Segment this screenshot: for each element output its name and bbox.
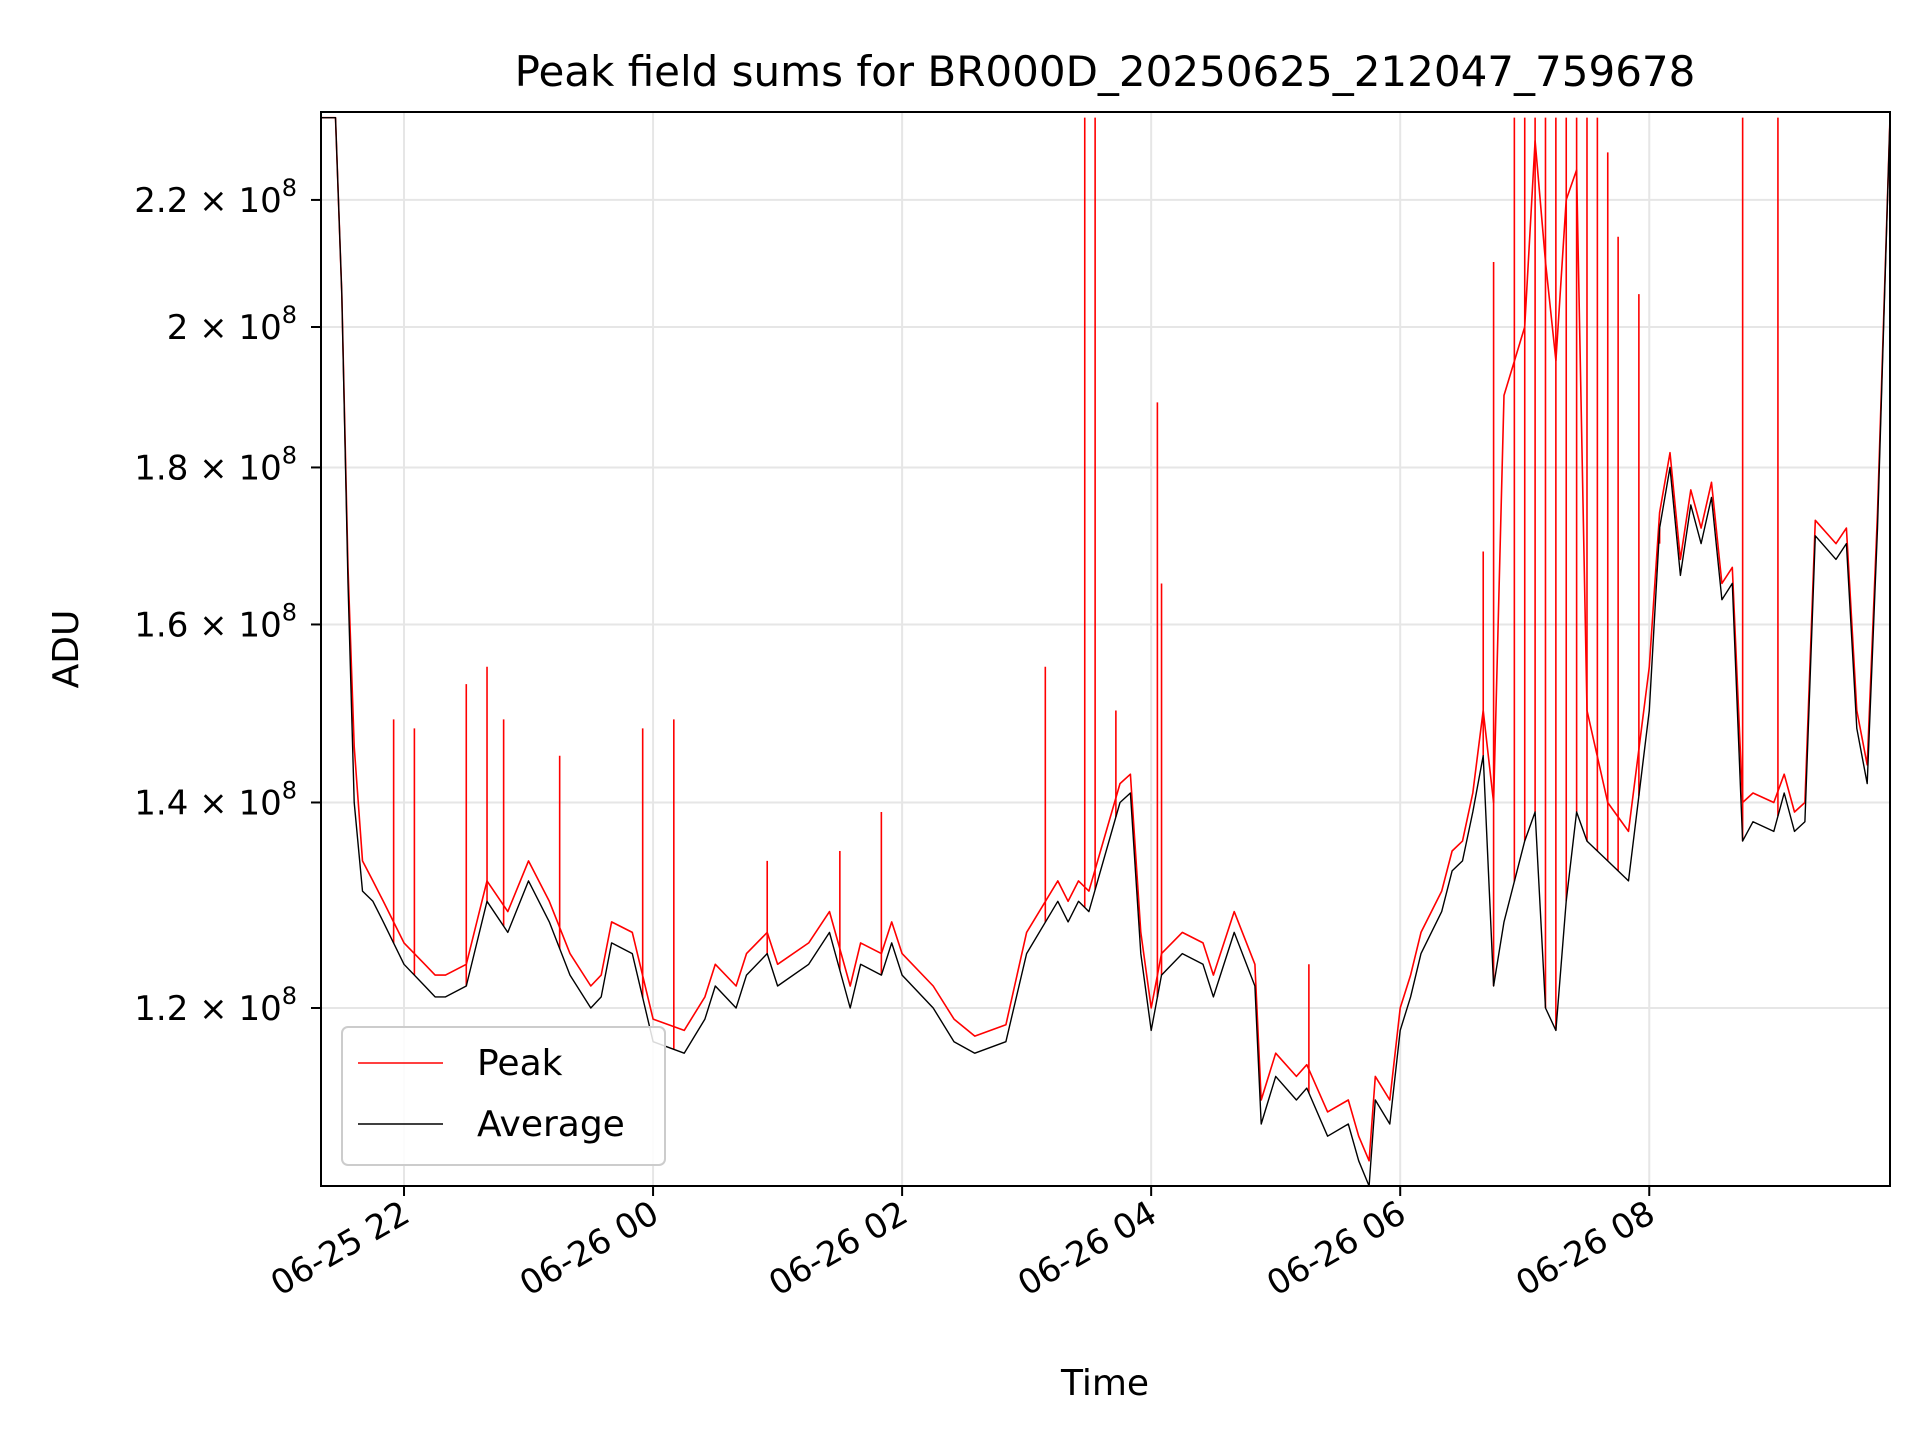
y-tick-exponent: 8 xyxy=(282,982,297,1010)
series-line-peak xyxy=(321,116,1890,1162)
legend-box xyxy=(341,1026,666,1166)
series-layer xyxy=(321,116,1890,1186)
y-tick-mantissa: 1.6 × 10 xyxy=(134,605,281,645)
legend-label-average: Average xyxy=(477,1104,625,1145)
y-tick-exponent: 8 xyxy=(282,776,297,804)
legend: Peak Average xyxy=(341,1026,666,1166)
y-tick-label: 1.2 × 108 xyxy=(134,982,297,1029)
series-line-average xyxy=(321,116,1890,1186)
y-tick-mantissa: 1.8 × 10 xyxy=(134,448,281,488)
chart-title: Peak field sums for BR000D_20250625_2120… xyxy=(515,47,1696,96)
y-tick-mantissa: 2 × 10 xyxy=(167,308,282,348)
legend-label-peak: Peak xyxy=(477,1043,563,1084)
y-tick-label: 1.6 × 108 xyxy=(134,598,297,645)
y-tick-exponent: 8 xyxy=(282,301,297,329)
y-tick-exponent: 8 xyxy=(282,598,297,626)
y-tick-label: 2 × 108 xyxy=(167,301,297,348)
y-tick-label: 1.4 × 108 xyxy=(134,776,297,823)
x-axis-label: Time xyxy=(1060,1363,1149,1404)
y-tick-label: 2.2 × 108 xyxy=(134,174,297,221)
y-tick-mantissa: 2.2 × 10 xyxy=(134,181,281,221)
y-axis-label: ADU xyxy=(46,610,87,689)
plot-frame xyxy=(320,111,1891,1187)
y-tick-mantissa: 1.2 × 10 xyxy=(134,989,281,1029)
y-tick-exponent: 8 xyxy=(282,174,297,202)
y-tick-label: 1.8 × 108 xyxy=(134,441,297,488)
y-tick-mantissa: 1.4 × 10 xyxy=(134,783,281,823)
y-tick-exponent: 8 xyxy=(282,441,297,469)
